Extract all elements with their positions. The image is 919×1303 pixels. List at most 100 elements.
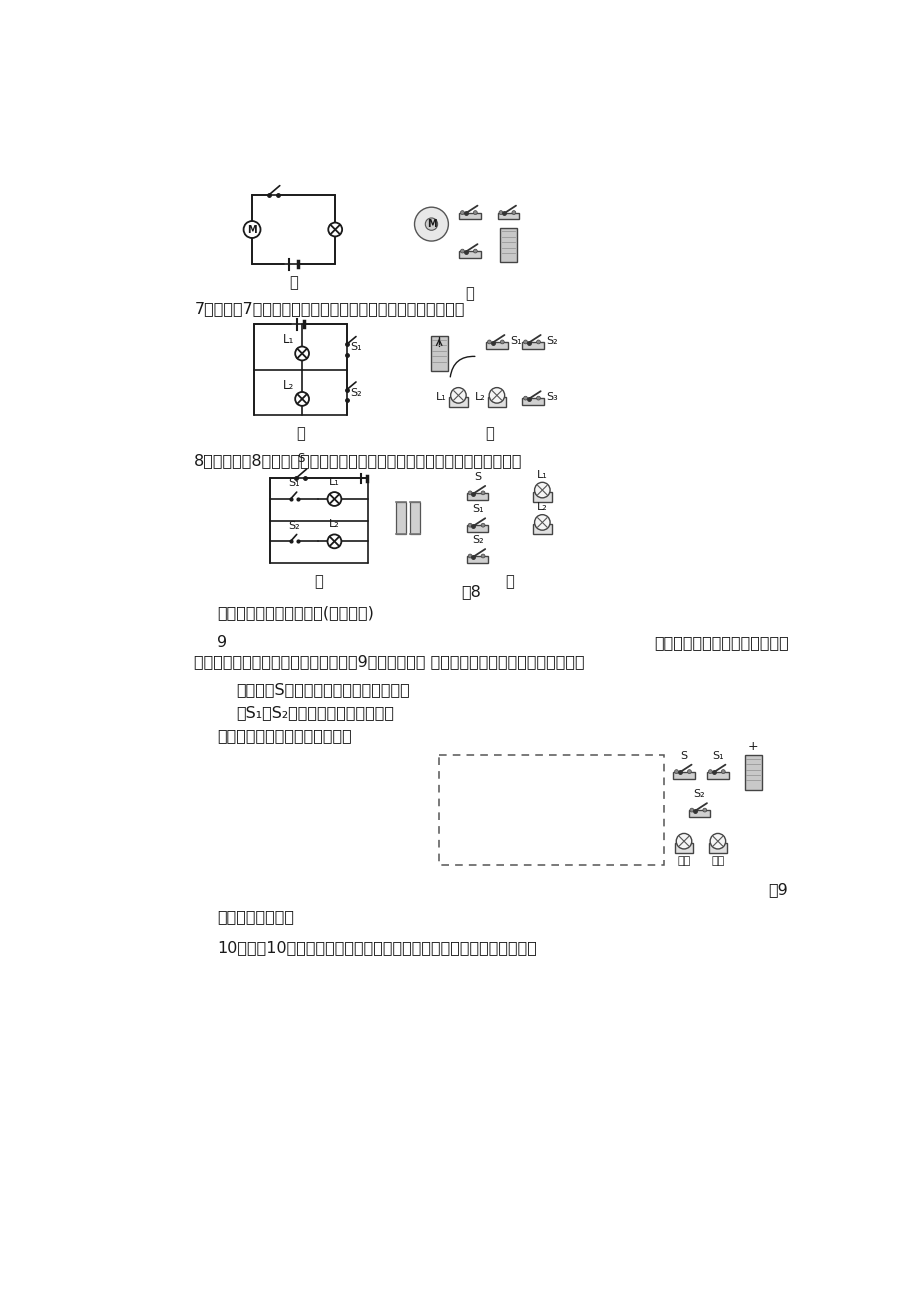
Text: L₁: L₁: [436, 392, 447, 403]
Text: 乙: 乙: [484, 426, 494, 440]
Circle shape: [489, 387, 505, 403]
Text: S₂: S₂: [471, 536, 483, 545]
Bar: [409, 502, 419, 534]
Circle shape: [473, 249, 477, 253]
Circle shape: [460, 249, 464, 253]
Bar: [532, 493, 551, 502]
Text: L₁: L₁: [329, 477, 339, 487]
Text: 设计好的电路图画在虚线框中，并在图9中用笔画线代 替导线连接相应的实物电路。要求：: 设计好的电路图画在虚线框中，并在图9中用笔画线代 替导线连接相应的实物电路。要求…: [194, 654, 584, 670]
Text: S₁: S₁: [711, 751, 723, 761]
Text: L₂: L₂: [329, 519, 339, 529]
Text: L₂: L₂: [282, 379, 293, 392]
Text: S₁: S₁: [509, 336, 521, 347]
Bar: [448, 397, 467, 408]
Bar: [395, 502, 405, 534]
Circle shape: [709, 834, 725, 850]
Circle shape: [674, 770, 677, 774]
Circle shape: [425, 218, 437, 231]
Circle shape: [414, 207, 448, 241]
Bar: [430, 336, 448, 371]
Text: M: M: [426, 219, 436, 229]
Text: S₂: S₂: [693, 790, 705, 799]
Circle shape: [487, 340, 491, 344]
Circle shape: [523, 340, 527, 344]
Text: 甲: 甲: [289, 275, 298, 291]
Text: 红灯: 红灯: [676, 856, 690, 865]
Circle shape: [702, 808, 706, 812]
Bar: [674, 843, 693, 853]
Text: S₃: S₃: [546, 392, 557, 403]
Circle shape: [468, 491, 471, 495]
Circle shape: [534, 515, 550, 530]
Text: ⑴只闭合S时，红灯发光，绿灯不发光；: ⑴只闭合S时，红灯发光，绿灯不发光；: [236, 683, 410, 697]
Circle shape: [675, 834, 691, 850]
Circle shape: [500, 340, 504, 344]
Text: S₂: S₂: [289, 521, 300, 530]
Circle shape: [689, 808, 693, 812]
Text: 甲: 甲: [314, 573, 323, 589]
Text: 7．按照图7甲所示的电路图，将图乙中的实物电路连接完整。: 7．按照图7甲所示的电路图，将图乙中的实物电路连接完整。: [194, 301, 464, 317]
Text: 类型三根据题意连接电路(画电路图): 类型三根据题意连接电路(画电路图): [217, 606, 374, 620]
Circle shape: [708, 770, 711, 774]
Bar: [532, 524, 551, 534]
Text: 绿灯: 绿灯: [710, 856, 724, 865]
Bar: [744, 754, 761, 790]
Circle shape: [295, 392, 309, 405]
Text: ⑶只闭合及时，两灯均不发光。: ⑶只闭合及时，两灯均不发光。: [217, 728, 352, 744]
Bar: [485, 341, 507, 349]
Bar: [497, 212, 518, 219]
Circle shape: [244, 222, 260, 238]
Circle shape: [460, 211, 464, 215]
Text: 类型四电路的识别: 类型四电路的识别: [217, 908, 294, 924]
Bar: [466, 493, 488, 500]
Text: M: M: [247, 224, 256, 235]
Bar: [707, 771, 728, 778]
Text: 10．如图10所示，闭合开关，下列电路图中两灯属于串联的正确电路是: 10．如图10所示，闭合开关，下列电路图中两灯属于串联的正确电路是: [217, 941, 537, 955]
Text: 甲: 甲: [296, 426, 304, 440]
Bar: [673, 771, 694, 778]
Text: +: +: [747, 740, 758, 753]
Text: S₁: S₁: [471, 504, 483, 515]
Circle shape: [327, 493, 341, 506]
Text: 8．根据如图8甲所示的电路图，将图乙中的实物连接起来，连线不能交叉。: 8．根据如图8甲所示的电路图，将图乙中的实物连接起来，连线不能交叉。: [194, 453, 522, 469]
Bar: [459, 212, 481, 219]
Text: S: S: [473, 472, 481, 482]
Text: L₂: L₂: [537, 502, 547, 512]
Text: 图9: 图9: [767, 882, 787, 898]
Circle shape: [511, 211, 516, 215]
Text: ，根据以下要求，设计电路，将: ，根据以下要求，设计电路，将: [653, 636, 788, 650]
Text: S₂: S₂: [350, 388, 362, 397]
Text: S: S: [680, 751, 686, 761]
Bar: [487, 397, 505, 408]
Text: ⑵S₁、S₂都闭合时，两灯都发光；: ⑵S₁、S₂都闭合时，两灯都发光；: [236, 705, 394, 721]
Bar: [499, 228, 516, 262]
Bar: [466, 556, 488, 563]
Bar: [522, 399, 543, 405]
Text: S₂: S₂: [546, 336, 557, 347]
Text: L₂: L₂: [474, 392, 485, 403]
Text: S: S: [297, 452, 304, 465]
Circle shape: [720, 770, 724, 774]
Text: 乙: 乙: [465, 285, 474, 301]
Circle shape: [481, 491, 484, 495]
Circle shape: [481, 554, 484, 558]
Text: S₁: S₁: [289, 478, 300, 489]
Circle shape: [498, 211, 503, 215]
Circle shape: [534, 482, 550, 498]
Bar: [522, 341, 543, 349]
Bar: [466, 525, 488, 532]
Circle shape: [536, 340, 539, 344]
Circle shape: [468, 554, 471, 558]
Circle shape: [468, 524, 471, 528]
Text: S₁: S₁: [350, 343, 362, 352]
Circle shape: [481, 524, 484, 528]
Text: L₁: L₁: [282, 334, 293, 347]
Text: 图8: 图8: [461, 584, 481, 598]
Text: L₁: L₁: [537, 470, 547, 480]
Circle shape: [686, 770, 690, 774]
Circle shape: [473, 211, 477, 215]
Circle shape: [328, 223, 342, 236]
Bar: [438, 756, 664, 865]
Circle shape: [327, 534, 341, 549]
Bar: [688, 810, 709, 817]
